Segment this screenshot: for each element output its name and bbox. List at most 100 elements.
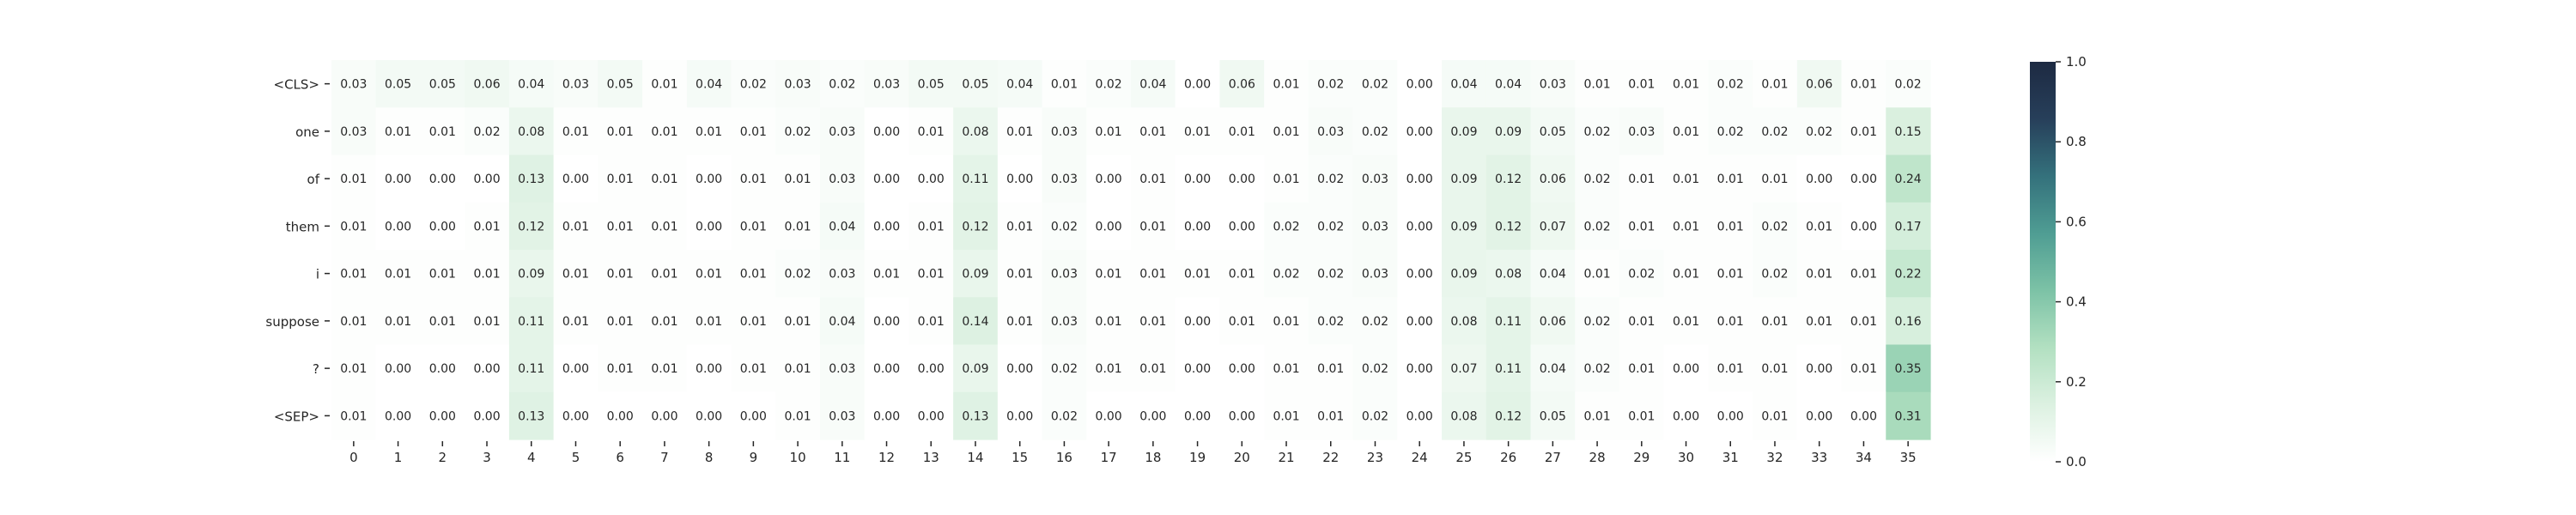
heatmap-cell xyxy=(686,107,732,156)
heatmap-cell xyxy=(598,107,643,156)
heatmap-cell xyxy=(775,154,821,203)
heatmap-cell xyxy=(1663,60,1709,108)
cell-value-label: 0.00 xyxy=(1406,268,1433,282)
cell-value-label: 0.01 xyxy=(1139,315,1166,329)
cell-value-label: 0.00 xyxy=(1184,409,1211,423)
heatmap-cell xyxy=(1841,344,1886,393)
heatmap-cell xyxy=(465,391,510,440)
cell-value-label: 0.12 xyxy=(1495,409,1522,423)
heatmap-cell xyxy=(731,107,776,156)
cell-value-label: 0.01 xyxy=(1583,78,1610,92)
cell-value-label: 0.00 xyxy=(1673,362,1699,376)
cell-value-label: 0.01 xyxy=(607,173,634,186)
column-label: 16 xyxy=(1056,450,1072,465)
cell-value-label: 0.01 xyxy=(1673,125,1699,139)
heatmap-cell xyxy=(1886,344,1931,393)
cell-value-label: 0.01 xyxy=(918,220,945,233)
cell-value-label: 0.16 xyxy=(1895,315,1922,329)
heatmap-cell xyxy=(508,297,555,346)
heatmap-cell xyxy=(465,202,510,251)
cell-value-label: 0.01 xyxy=(429,268,456,282)
heatmap-cell xyxy=(1397,344,1443,393)
cell-value-label: 0.02 xyxy=(1273,268,1299,282)
heatmap-cell xyxy=(1219,107,1265,156)
heatmap-cell xyxy=(686,297,732,346)
cell-value-label: 0.01 xyxy=(1184,268,1211,282)
cell-value-label: 0.00 xyxy=(385,220,411,233)
cell-value-label: 0.01 xyxy=(340,220,367,233)
cell-value-label: 0.01 xyxy=(651,268,677,282)
heatmap-cell xyxy=(1575,107,1620,156)
cell-value-label: 0.00 xyxy=(1006,409,1033,423)
cell-value-label: 0.11 xyxy=(1495,362,1522,376)
heatmap-cell xyxy=(1619,344,1665,393)
heatmap-cell xyxy=(1442,297,1487,346)
heatmap-cell xyxy=(953,297,999,346)
cell-value-label: 0.02 xyxy=(1583,173,1610,186)
heatmap-cell xyxy=(1308,202,1354,251)
cell-value-label: 0.02 xyxy=(1806,125,1832,139)
heatmap-cell xyxy=(1042,297,1087,346)
cell-value-label: 0.09 xyxy=(518,268,544,282)
heatmap-cell xyxy=(1708,202,1753,251)
cell-value-label: 0.00 xyxy=(1139,409,1166,423)
cell-value-label: 0.01 xyxy=(340,268,367,282)
heatmap-cell xyxy=(775,344,821,393)
cell-value-label: 0.02 xyxy=(1362,125,1388,139)
cell-value-label: 0.00 xyxy=(562,409,589,423)
heatmap-cell xyxy=(1841,154,1886,203)
heatmap-cell xyxy=(1485,344,1532,393)
heatmap-cell xyxy=(1308,391,1354,440)
cell-value-label: 0.01 xyxy=(562,268,589,282)
heatmap-cell xyxy=(1308,297,1354,346)
heatmap-cell xyxy=(1442,250,1487,298)
heatmap-cell xyxy=(642,344,688,393)
heatmap-cell xyxy=(1485,154,1532,203)
cell-value-label: 0.01 xyxy=(696,315,722,329)
heatmap-cell xyxy=(997,391,1043,440)
heatmap-cell xyxy=(1796,154,1843,203)
cell-value-label: 0.01 xyxy=(1850,78,1877,92)
heatmap-cell xyxy=(1886,202,1931,251)
heatmap-cell xyxy=(1619,202,1665,251)
heatmap-cell xyxy=(908,154,954,203)
column-label: 34 xyxy=(1856,450,1872,465)
heatmap-cell xyxy=(1663,391,1709,440)
heatmap-cell xyxy=(553,297,598,346)
cell-value-label: 0.02 xyxy=(1317,78,1344,92)
cell-value-label: 0.35 xyxy=(1895,362,1922,376)
heatmap-cell xyxy=(1131,250,1176,298)
heatmap-cell xyxy=(598,202,643,251)
heatmap-cell xyxy=(642,60,688,108)
cell-value-label: 0.01 xyxy=(651,220,677,233)
heatmap-cell xyxy=(598,60,643,108)
heatmap-cell xyxy=(775,391,821,440)
heatmap-cell xyxy=(864,391,909,440)
heatmap-cell xyxy=(1175,60,1221,108)
cell-value-label: 0.01 xyxy=(385,268,411,282)
cell-value-label: 0.01 xyxy=(1273,78,1299,92)
heatmap-cell xyxy=(1397,60,1443,108)
heatmap-cell xyxy=(686,202,732,251)
cell-value-label: 0.01 xyxy=(1673,173,1699,186)
cell-value-label: 0.03 xyxy=(829,125,855,139)
cell-value-label: 0.01 xyxy=(1096,315,1122,329)
colorbar-gradient xyxy=(2030,62,2056,462)
heatmap-cell xyxy=(1175,107,1221,156)
cell-value-label: 0.01 xyxy=(1673,78,1699,92)
heatmap-cell xyxy=(819,60,866,108)
cell-value-label: 0.01 xyxy=(1850,125,1877,139)
cell-value-label: 0.02 xyxy=(1051,409,1078,423)
cell-value-label: 0.01 xyxy=(1628,173,1655,186)
heatmap-cell xyxy=(1397,297,1443,346)
heatmap-cell xyxy=(997,202,1043,251)
heatmap-cell xyxy=(420,107,465,156)
heatmap-cell xyxy=(1397,107,1443,156)
cell-value-label: 0.01 xyxy=(651,315,677,329)
heatmap-cell xyxy=(1619,60,1665,108)
heatmap-cell xyxy=(1397,250,1443,298)
heatmap-cell xyxy=(686,344,732,393)
heatmap-cell xyxy=(375,202,422,251)
cell-value-label: 0.01 xyxy=(1717,315,1744,329)
heatmap-cell xyxy=(1308,107,1354,156)
